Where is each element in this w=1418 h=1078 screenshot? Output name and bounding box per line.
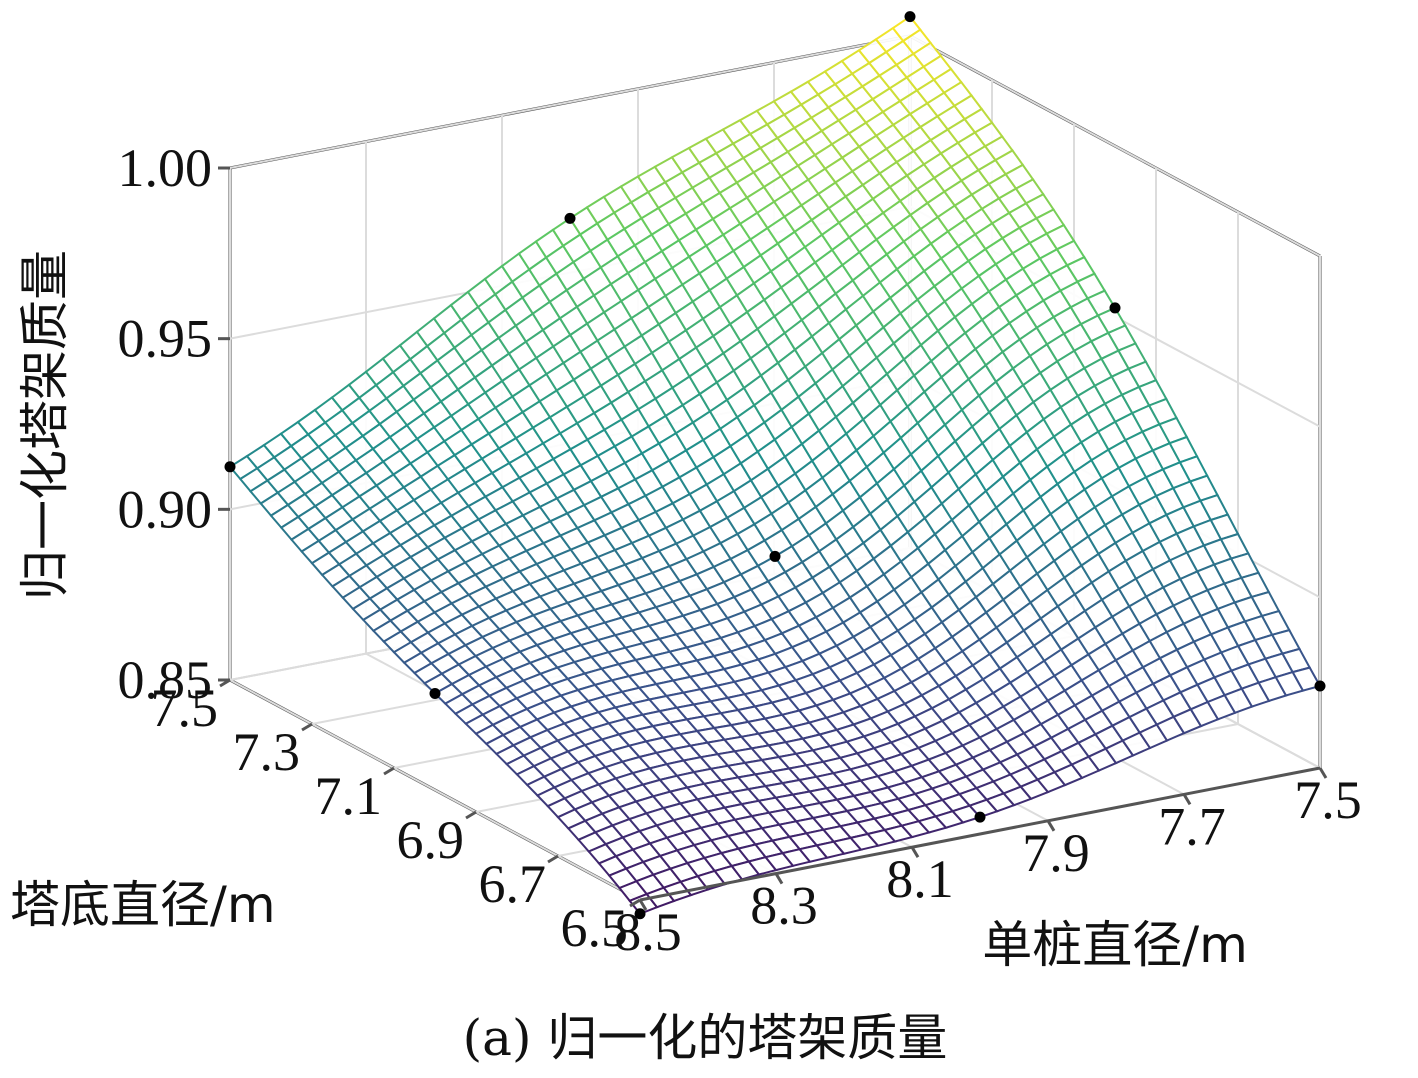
tick-labels: 0.850.900.951.006.56.76.97.17.37.58.5 8.3… [118,138,1362,962]
surface-mesh [228,15,1322,915]
z-tick-label: 0.95 [118,309,213,369]
y-tick-mark [629,898,641,908]
sample-point [634,908,646,920]
sample-point [224,461,236,473]
y-tick-mark [547,854,559,864]
x-tick-label: 7.9 [1022,823,1090,883]
x-tick-mark [1182,793,1192,806]
figure-caption: (a) 归一化的塔架质量 [463,1009,948,1067]
sample-point [1109,302,1121,314]
z-tick-label: 0.90 [118,479,213,539]
sample-points [224,11,1326,920]
y-tick-label: 7.5 [151,678,219,738]
x-tick-label: 8.5 [614,902,682,962]
sample-point [904,11,916,23]
x-tick-mark [910,846,920,858]
grid-z-right [909,35,1321,257]
x-tick-mark [774,872,784,885]
axes-box-front [639,766,1321,902]
grid-x-floor [229,679,641,901]
y-tick-label: 7.3 [233,722,301,782]
z-tick-label: 0.85 [118,650,213,710]
y-axis-label: 塔底直径/m [10,876,276,934]
x-tick-mark [1318,767,1328,779]
x-tick-mark [638,899,648,911]
z-axis-label: 归一化塔架质量 [16,250,74,600]
y-tick-mark [383,766,395,776]
grid-z-back [229,35,911,169]
y-tick-mark [301,722,313,732]
y-tick-mark [219,678,231,688]
y-tick-mark [465,810,477,820]
x-tick-label: 8.3 [750,876,818,936]
sample-point [429,687,441,699]
x-tick-label: 7.7 [1158,796,1226,856]
x-tick-label: 7.5 [1294,770,1362,830]
y-tick-label: 6.7 [479,854,547,914]
x-tick-mark [1046,820,1056,832]
y-tick-label: 6.9 [397,810,465,870]
sample-point [564,212,576,224]
y-tick-label: 6.5 [561,898,629,958]
sample-point [1314,680,1326,692]
y-tick-label: 7.1 [315,766,383,826]
floor-front-edge [639,766,1321,902]
z-tick-label: 1.00 [118,138,213,198]
sample-point [974,811,986,823]
x-tick-label: 8.1 [886,849,954,909]
sample-point [769,550,781,562]
x-axis-label: 单桩直径/m [982,916,1248,974]
